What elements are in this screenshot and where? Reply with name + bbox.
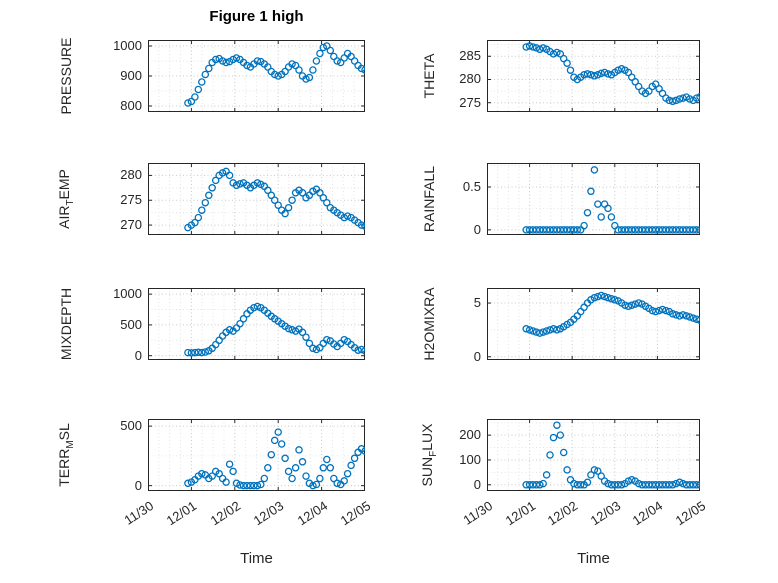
axes-box: [487, 163, 700, 235]
y-tick-label: 280: [459, 71, 481, 87]
data-series: [522, 421, 700, 489]
subplot-terr_msl: 0 500 TERRMSL 11/30 12/01 12/02 12/03 12/04 12/0…: [56, 418, 373, 528]
axes-box: [148, 288, 365, 360]
y-axis-label: AIRTEMP: [56, 169, 76, 229]
figure-title: Figure 1 high: [209, 8, 304, 25]
subplot-h2omixra: 0 5 H2OMIXRA: [421, 287, 700, 364]
plot-area: [148, 419, 365, 491]
plot-area: [148, 40, 365, 112]
subplot-air_temp: 270 275 280 AIRTEMP: [56, 163, 365, 235]
subplot-sun_flux: 0 100 200 SUNFLUX 11/30 12/01 12/02 12/03 12/04 1…: [419, 419, 708, 528]
y-tick-label: 275: [459, 94, 481, 110]
x-axis-label-left: Time: [240, 550, 273, 567]
x-axis-label-right: Time: [577, 550, 610, 567]
subplot-rainfall: 0 0.5 RAINFALL: [421, 163, 700, 237]
y-tick-label: 500: [120, 316, 142, 332]
axes-box: [148, 163, 365, 235]
y-tick-label: 1000: [113, 286, 142, 302]
y-tick-label: 0: [134, 347, 142, 363]
data-series: [184, 167, 365, 232]
y-tick-label: 900: [120, 68, 142, 83]
y-tick-label: 0: [473, 221, 481, 237]
plot-area: [487, 288, 700, 360]
plot-area: [148, 288, 365, 360]
y-tick-label: 200: [459, 427, 481, 443]
y-tick-label: 1000: [113, 38, 142, 53]
axes-box: [148, 419, 365, 491]
subplot-mixdepth: 0 500 1000 MIXDEPTH: [58, 286, 365, 363]
data-series: [184, 428, 365, 490]
plot-area: [487, 419, 700, 491]
y-tick-label: 285: [459, 48, 481, 64]
y-tick-label: 0: [473, 348, 481, 364]
plot-area: [487, 163, 700, 235]
y-tick-label: 0: [473, 476, 481, 492]
axes-box: [487, 288, 700, 360]
y-axis-label: RAINFALL: [421, 165, 437, 233]
plot-area: [487, 40, 700, 112]
y-axis-label: SUNFLUX: [419, 423, 439, 487]
data-series: [522, 166, 700, 234]
data-series: [522, 291, 700, 337]
axes-box: [487, 40, 700, 112]
subplot-pressure: 800 900 1000 PRESSURE: [58, 37, 365, 115]
y-tick-label: 280: [120, 167, 142, 183]
y-tick-label: 800: [120, 98, 142, 113]
subplot-theta: 275 280 285 THETA: [421, 40, 700, 112]
y-tick-label: 500: [120, 418, 142, 434]
data-series: [522, 42, 700, 106]
data-series: [184, 42, 365, 107]
y-tick-label: 0.5: [462, 179, 481, 194]
y-tick-label: 0: [134, 477, 142, 493]
y-tick-label: 100: [459, 451, 481, 467]
y-axis-label: H2OMIXRA: [421, 287, 437, 361]
y-axis-label: THETA: [421, 53, 437, 99]
plot-area: [148, 163, 365, 235]
y-tick-label: 275: [120, 192, 142, 208]
y-axis-label: PRESSURE: [58, 37, 74, 115]
y-tick-label: 270: [120, 217, 142, 233]
y-axis-label: TERRMSL: [56, 423, 76, 487]
data-series: [184, 302, 365, 357]
y-tick-label: 5: [473, 295, 481, 311]
y-axis-label: MIXDEPTH: [58, 287, 74, 361]
axes-box: [487, 419, 700, 491]
